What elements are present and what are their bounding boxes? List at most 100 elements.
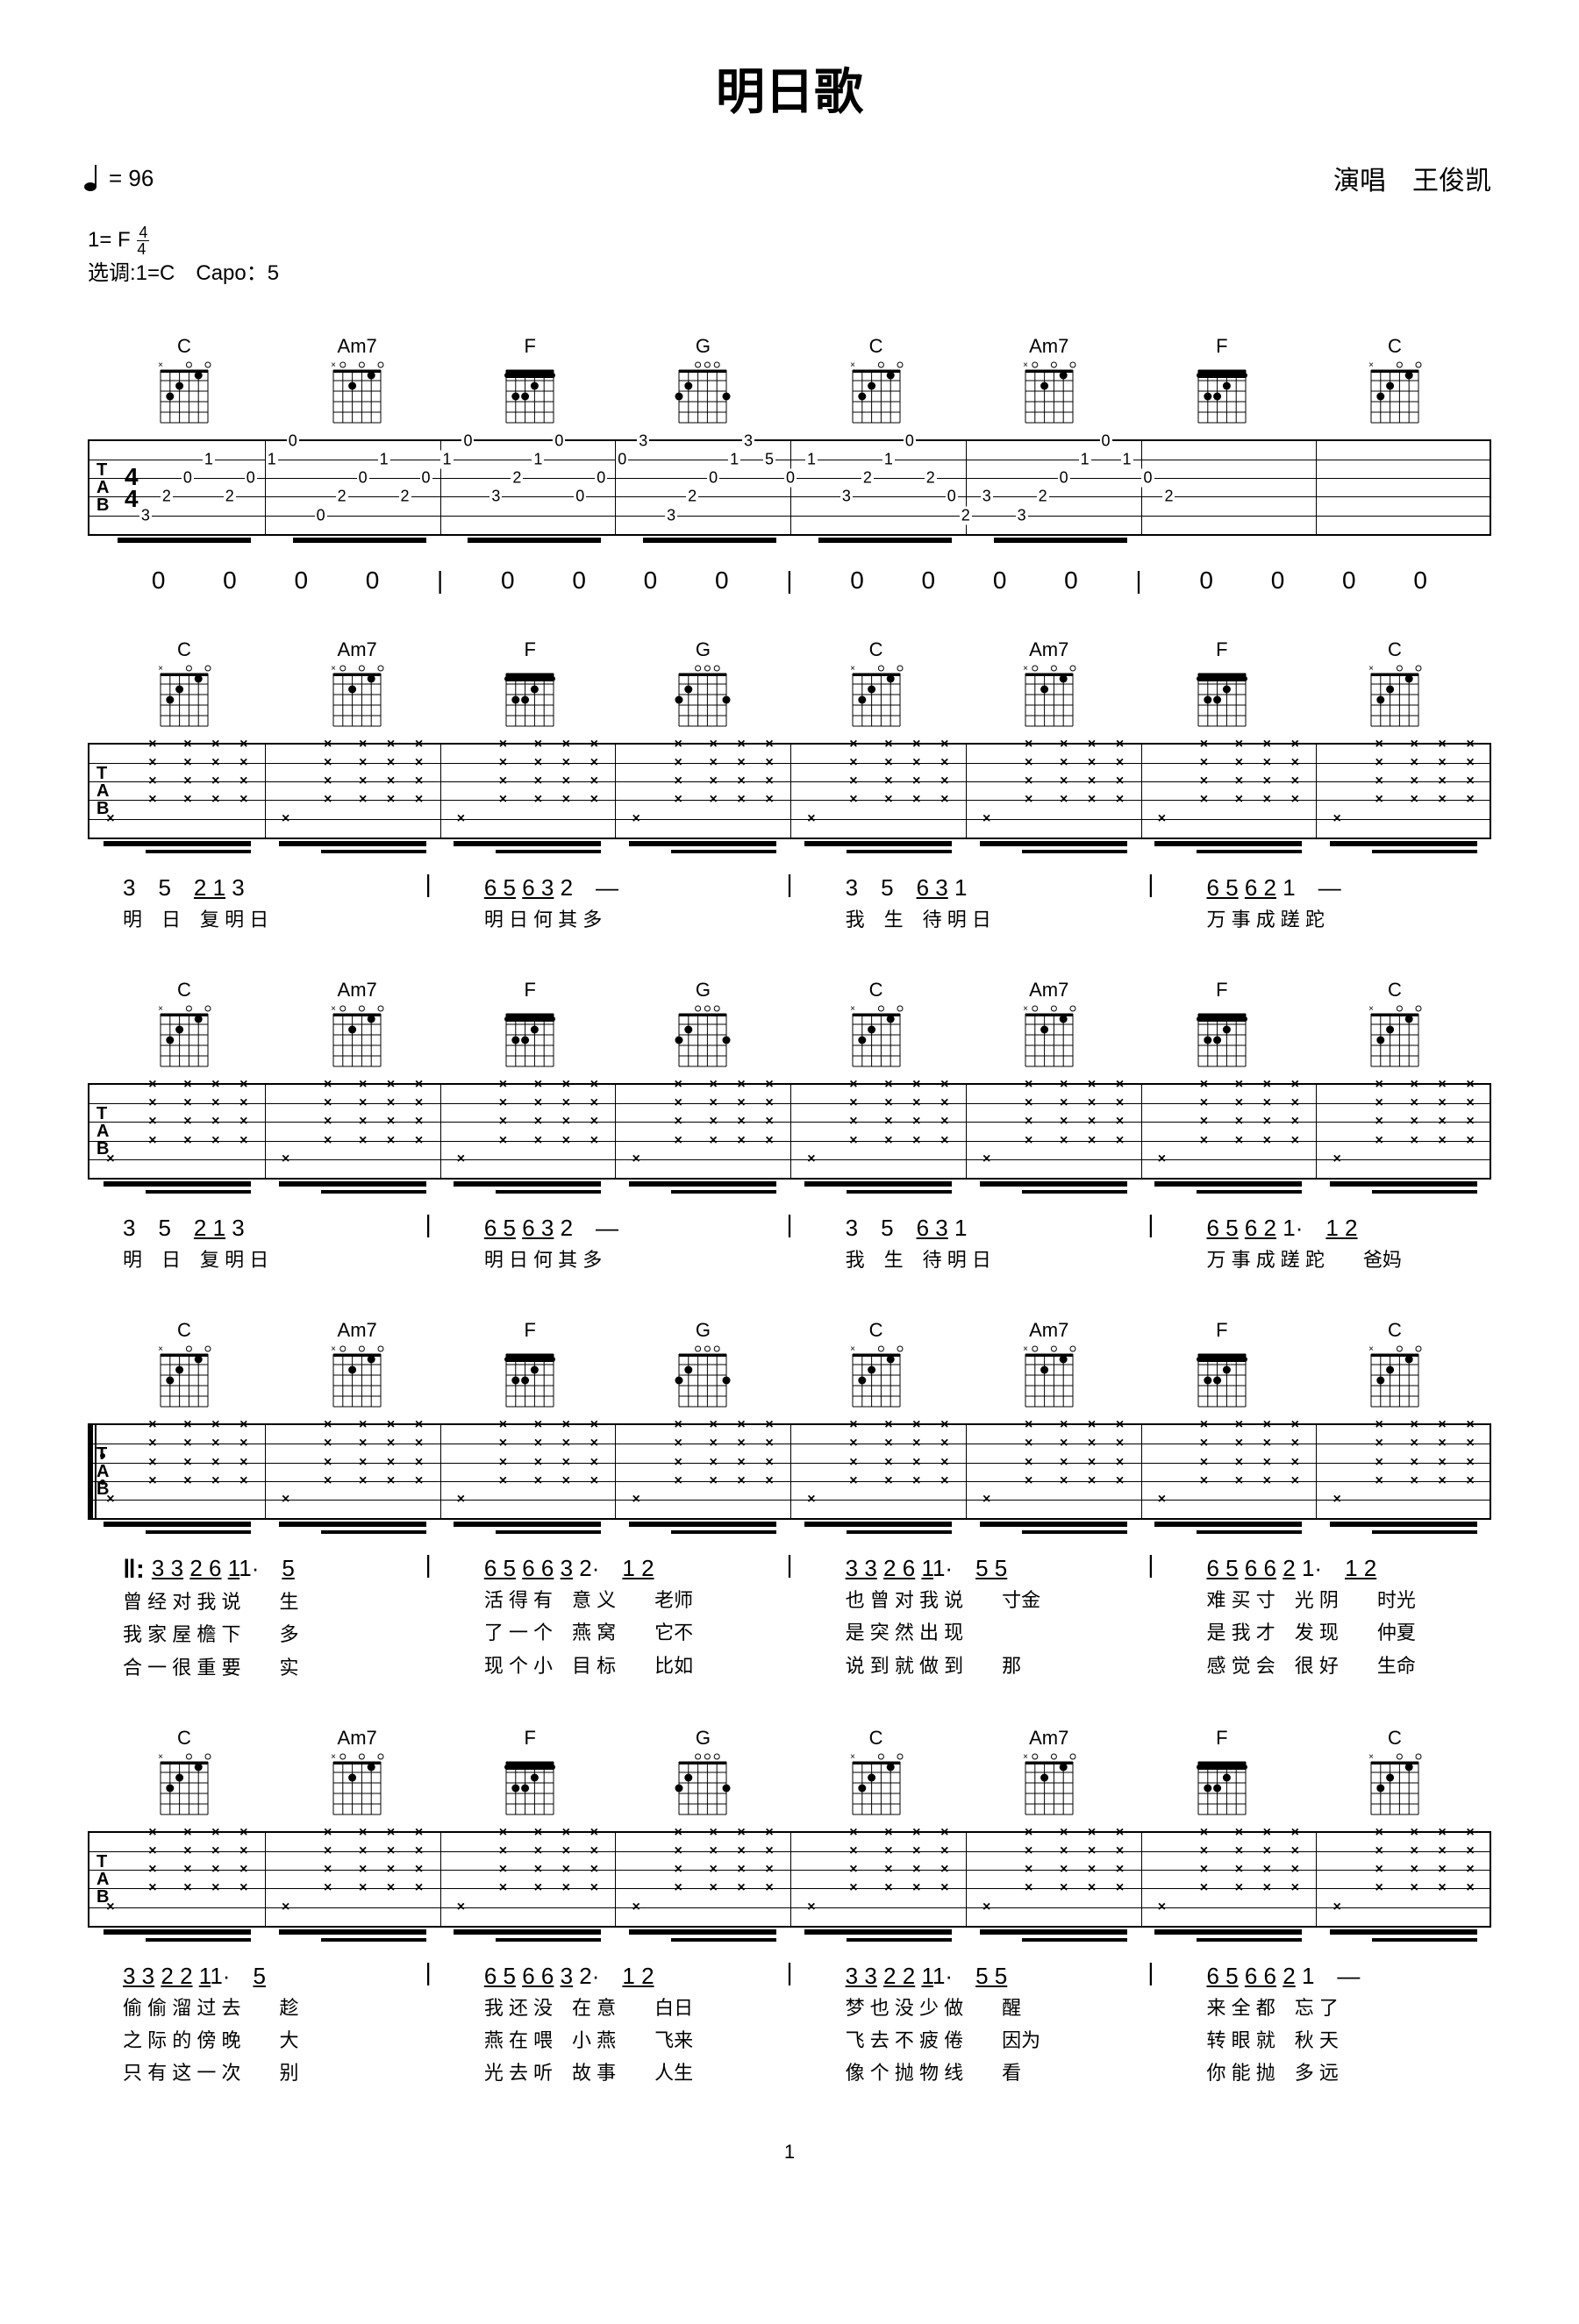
strum-x: ×	[1263, 1095, 1271, 1111]
strum-x: ×	[387, 1455, 395, 1471]
strum-x: ×	[148, 792, 156, 808]
strum-x: ×	[940, 792, 948, 808]
strum-x: ×	[415, 1077, 423, 1093]
strum-x: ×	[534, 1417, 542, 1433]
tab-note: 1	[378, 450, 390, 468]
strum-x: ×	[674, 1114, 682, 1130]
lyric-line: 明 日 何 其 多	[484, 904, 734, 935]
strum-x: ×	[1088, 1095, 1096, 1111]
strum-x: ×	[1375, 1133, 1383, 1149]
lyric-line: 像 个 抛 物 线 看	[846, 2057, 1096, 2088]
jianpu-notes: 3 3 2 6 11· 5 5	[846, 1551, 1096, 1583]
strum-x: ×	[849, 1825, 857, 1841]
strum-x: ×	[534, 755, 542, 771]
strum-x: ×	[912, 1133, 920, 1149]
strum-x: ×	[148, 737, 156, 752]
strum-x: ×	[415, 1133, 423, 1149]
strum-x: ×	[183, 1473, 191, 1489]
strum-x: ×	[562, 1133, 570, 1149]
strum-x: ×	[590, 1455, 598, 1471]
strum-x: ×	[1116, 1862, 1124, 1878]
chord-g: G	[632, 638, 773, 736]
strum-x: ×	[709, 737, 717, 752]
tab-staff: TAB×××××××××××××××××××××××××××××××××××××…	[88, 743, 1491, 839]
lyric-line: 光 去 听 故 事 人生	[484, 2057, 734, 2088]
strum-x: ×	[1438, 755, 1446, 771]
strum-x: ×	[1410, 1825, 1418, 1841]
strum-x: ×	[1438, 737, 1446, 752]
strum-x: ×	[940, 1862, 948, 1878]
strum-x: ×	[183, 737, 191, 752]
strum-x: ×	[387, 1825, 395, 1841]
strum-x: ×	[912, 1473, 920, 1489]
strum-x: ×	[807, 1900, 815, 1915]
strum-x: ×	[1438, 1077, 1446, 1093]
strum-x: ×	[1088, 737, 1096, 752]
strum-x: ×	[884, 1455, 892, 1471]
strum-x: ×	[849, 1133, 857, 1149]
lyric-line: 来 全 都 忘 了	[1206, 1993, 1456, 2023]
strum-x: ×	[1375, 1880, 1383, 1896]
strum-x: ×	[674, 792, 682, 808]
jianpu-notes: 6 5 6 6 2 1· 1 2	[1206, 1551, 1456, 1583]
strum-x: ×	[1060, 1455, 1068, 1471]
strum-x: ×	[884, 1825, 892, 1841]
strum-x: ×	[1375, 773, 1383, 789]
chord-row: C× Am7× F G C× Am7× F C×	[88, 335, 1491, 432]
strum-x: ×	[884, 1843, 892, 1859]
strum-x: ×	[1235, 1114, 1243, 1130]
lyric-line: 你 能 抛 多 远	[1206, 2057, 1456, 2088]
svg-text:×: ×	[850, 664, 855, 674]
strum-x: ×	[1263, 1862, 1271, 1878]
strum-x: ×	[1025, 1473, 1032, 1489]
tab-note: 0	[616, 450, 628, 468]
strum-x: ×	[148, 773, 156, 789]
strum-x: ×	[1025, 1077, 1032, 1093]
strum-x: ×	[765, 1880, 773, 1896]
strum-x: ×	[940, 1880, 948, 1896]
strum-x: ×	[239, 1133, 247, 1149]
strum-x: ×	[1410, 773, 1418, 789]
strum-x: ×	[387, 1133, 395, 1149]
strum-x: ×	[415, 737, 423, 752]
svg-text:×: ×	[158, 1344, 163, 1354]
strum-x: ×	[387, 755, 395, 771]
repeat-start	[89, 1425, 102, 1518]
strum-x: ×	[1375, 1843, 1383, 1859]
strum-x: ×	[282, 1900, 289, 1915]
strum-x: ×	[849, 755, 857, 771]
strum-x: ×	[1466, 792, 1474, 808]
tab-note: 2	[1162, 488, 1175, 506]
strum-x: ×	[1291, 1133, 1299, 1149]
strum-x: ×	[211, 1825, 219, 1841]
strum-x: ×	[1375, 1473, 1383, 1489]
strum-x: ×	[562, 1843, 570, 1859]
lyric-line: 明 日 复 明 日	[123, 904, 373, 935]
strum-x: ×	[324, 1862, 332, 1878]
tab-note: 2	[960, 506, 972, 524]
strum-x: ×	[415, 1473, 423, 1489]
strum-x: ×	[674, 1417, 682, 1433]
strum-x: ×	[415, 773, 423, 789]
strum-x: ×	[1088, 773, 1096, 789]
strum-x: ×	[982, 1151, 990, 1167]
system-3: C× Am7× F G C× Am7× F C×TAB×××××××××××××…	[88, 979, 1491, 1275]
strum-x: ×	[499, 1133, 507, 1149]
strum-x: ×	[884, 737, 892, 752]
strum-x: ×	[590, 1843, 598, 1859]
strum-x: ×	[807, 1151, 815, 1167]
strum-x: ×	[282, 1492, 289, 1508]
chord-f: F	[460, 1727, 600, 1824]
strum-x: ×	[1060, 755, 1068, 771]
strum-x: ×	[765, 773, 773, 789]
strum-x: ×	[211, 773, 219, 789]
strum-x: ×	[1158, 1900, 1166, 1915]
strum-x: ×	[183, 1436, 191, 1451]
strum-x: ×	[912, 792, 920, 808]
strum-x: ×	[1088, 1843, 1096, 1859]
jianpu-notes: 3 5 6 3 1	[846, 870, 1096, 902]
strum-x: ×	[211, 1862, 219, 1878]
strum-x: ×	[1116, 792, 1124, 808]
notation-row: 3 5 2 1 3明 日 复 明 日|6 5 6 3 2 —明 日 何 其 多|…	[88, 870, 1491, 935]
tab-note: 0	[595, 469, 607, 488]
